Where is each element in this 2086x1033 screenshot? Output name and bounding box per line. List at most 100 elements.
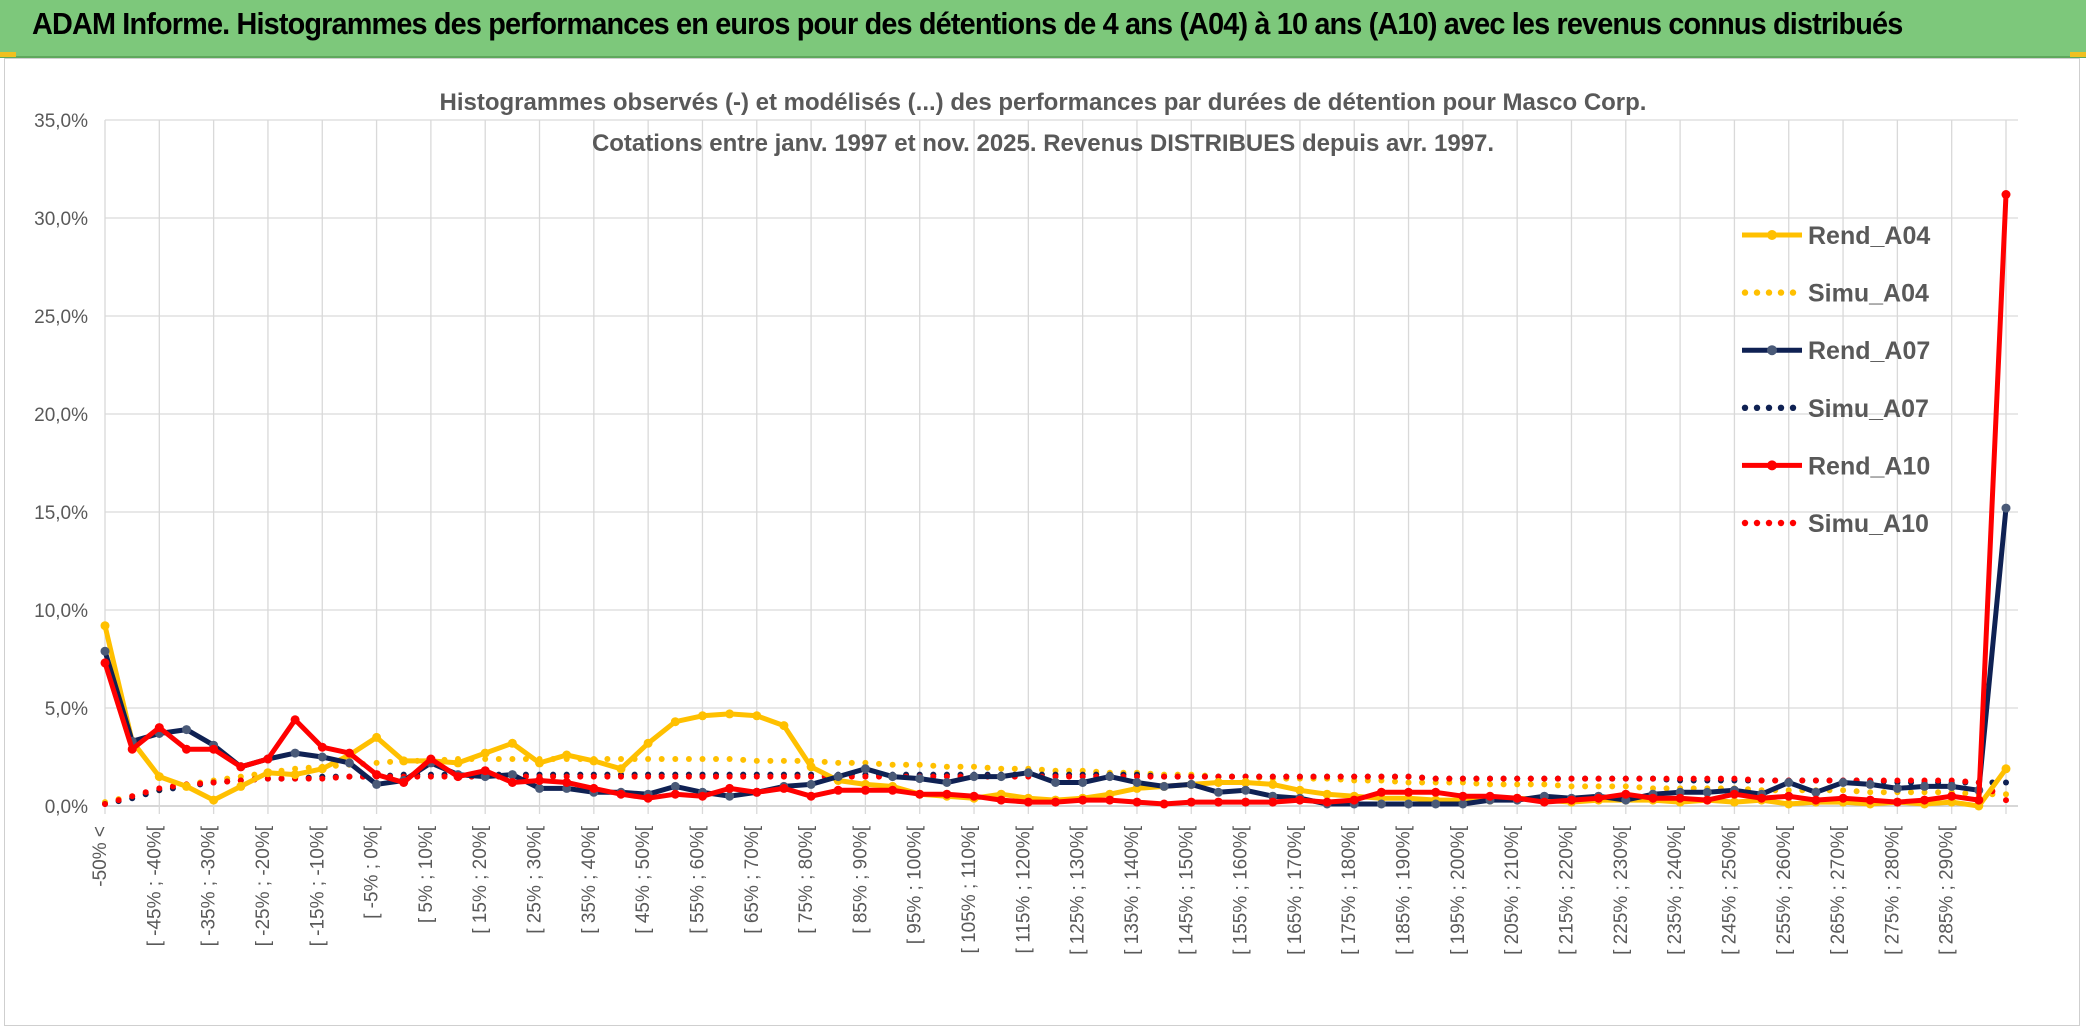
data-point-simu_a10	[1459, 775, 1466, 782]
data-point-rend_a10	[806, 791, 816, 801]
dot-segment	[1609, 775, 1616, 782]
data-point-rend_a07	[1458, 799, 1468, 809]
x-tick-label: [ 75% ; 80%[	[796, 825, 817, 933]
data-point-simu_a04	[1487, 781, 1493, 788]
data-point-rend_a10	[290, 715, 300, 725]
dot-segment	[658, 773, 665, 780]
dot-segment	[1419, 779, 1426, 786]
data-point-rend_a07	[1105, 772, 1115, 782]
legend: Rend_A04 Simu_A04 Rend_A07 Simu_A07 Rend_A10…	[1741, 222, 1930, 538]
data-point-simu_a10	[1161, 773, 1168, 780]
data-point-rend_a10	[1159, 799, 1169, 809]
dot-segment	[1609, 783, 1616, 790]
data-point-simu_a10	[1622, 775, 1629, 782]
x-tick-label: [ -25% ; -20%[	[253, 825, 274, 946]
data-point-rend_a10	[969, 791, 979, 801]
data-point-rend_a07	[372, 779, 382, 789]
data-point-rend_a10	[1974, 795, 1984, 805]
legend-swatch-dot	[1777, 519, 1785, 527]
x-tick-label: [ 155% ; 160%[	[1231, 825, 1252, 955]
data-point-rend_a10	[480, 766, 490, 776]
x-tick-label: [ 275% ; 280%[	[1882, 825, 1903, 955]
data-point-rend_a10	[752, 787, 762, 797]
data-point-rend_a07	[1811, 787, 1821, 797]
data-point-rend_a07	[1838, 778, 1848, 787]
data-point-simu_a10	[1269, 773, 1276, 780]
data-point-simu_a10	[237, 777, 244, 784]
data-point-simu_a10	[780, 773, 787, 780]
data-point-simu_a04	[780, 757, 787, 764]
data-point-simu_a10	[1296, 773, 1303, 780]
data-point-simu_a04	[1595, 783, 1602, 790]
data-point-rend_a04	[182, 781, 191, 791]
data-point-simu_a04	[1921, 789, 1928, 796]
data-point-simu_a10	[1324, 773, 1331, 780]
data-point-rend_a10	[1675, 793, 1685, 803]
x-tick-label: -50% <	[90, 826, 111, 887]
dot-segment	[197, 780, 204, 787]
data-point-rend_a04	[562, 750, 572, 760]
dot-segment	[631, 773, 638, 780]
dot-segment	[1880, 777, 1887, 784]
data-point-rend_a10	[209, 744, 219, 754]
data-point-rend_a07	[2001, 503, 2011, 513]
dot-segment	[1663, 775, 1670, 782]
chart-subtitle: Cotations entre janv. 1997 et nov. 2025.…	[592, 130, 1494, 157]
data-point-rend_a10	[372, 770, 382, 780]
data-point-rend_a04	[2001, 764, 2011, 774]
data-series	[100, 190, 2011, 811]
data-point-rend_a07	[317, 752, 327, 762]
data-point-simu_a10	[1894, 777, 1901, 784]
legend-swatch-dot	[1777, 289, 1785, 296]
data-point-rend_a07	[1186, 779, 1196, 789]
data-point-rend_a10	[426, 754, 436, 764]
legend-item-rend_a04: Rend_A04	[1742, 222, 1930, 250]
data-point-simu_a04	[835, 759, 842, 766]
dot-segment	[1147, 773, 1154, 780]
data-point-rend_a04	[752, 711, 762, 721]
data-point-simu_a10	[590, 773, 597, 780]
dot-segment	[305, 775, 312, 782]
dot-segment	[1011, 765, 1018, 772]
dot-segment	[767, 773, 774, 780]
dot-segment	[224, 778, 231, 785]
data-point-rend_a04	[1295, 785, 1305, 795]
data-point-rend_a10	[344, 748, 354, 758]
data-point-rend_a10	[1539, 797, 1549, 807]
data-point-simu_a04	[1650, 785, 1656, 792]
data-point-simu_a04	[753, 757, 760, 764]
data-point-rend_a04	[236, 781, 246, 791]
data-point-rend_a10	[670, 789, 680, 799]
data-point-rend_a07	[996, 772, 1006, 782]
x-tick-label: [ 65% ; 70%[	[742, 825, 763, 933]
dot-segment	[1853, 788, 1860, 795]
x-tick-label: [ 105% ; 110%[	[959, 825, 980, 953]
data-point-rend_a04	[779, 721, 789, 731]
x-tick-label: [ 285% ; 290%[	[1937, 825, 1958, 955]
data-point-simu_a10	[943, 773, 950, 780]
data-point-simu_a10	[2003, 797, 2009, 804]
data-point-simu_a10	[1514, 775, 1521, 782]
x-tick-label: [ 205% ; 210%[	[1502, 825, 1523, 955]
data-point-rend_a10	[317, 742, 327, 752]
data-point-rend_a10	[263, 754, 273, 764]
legend-label: Simu_A04	[1808, 280, 1929, 308]
x-tick-label: [ 175% ; 180%[	[1339, 825, 1360, 955]
data-point-rend_a10	[453, 772, 463, 782]
data-point-rend_a07	[290, 748, 300, 758]
legend-swatch-marker	[1767, 230, 1777, 240]
y-tick-label: 15,0%	[34, 503, 88, 524]
data-point-rend_a10	[1567, 795, 1576, 805]
corner-marker	[2070, 52, 2086, 57]
corner-marker	[0, 52, 16, 57]
y-tick-label: 20,0%	[34, 405, 88, 426]
data-point-rend_a10	[127, 744, 137, 754]
dot-segment	[1527, 775, 1534, 782]
dot-segment	[903, 761, 910, 768]
data-point-rend_a04	[1322, 789, 1332, 799]
data-point-simu_a04	[1568, 783, 1575, 790]
dot-segment	[1745, 776, 1751, 783]
data-point-simu_a10	[1812, 777, 1819, 784]
data-point-rend_a10	[1757, 793, 1767, 803]
dot-segment	[713, 773, 719, 780]
